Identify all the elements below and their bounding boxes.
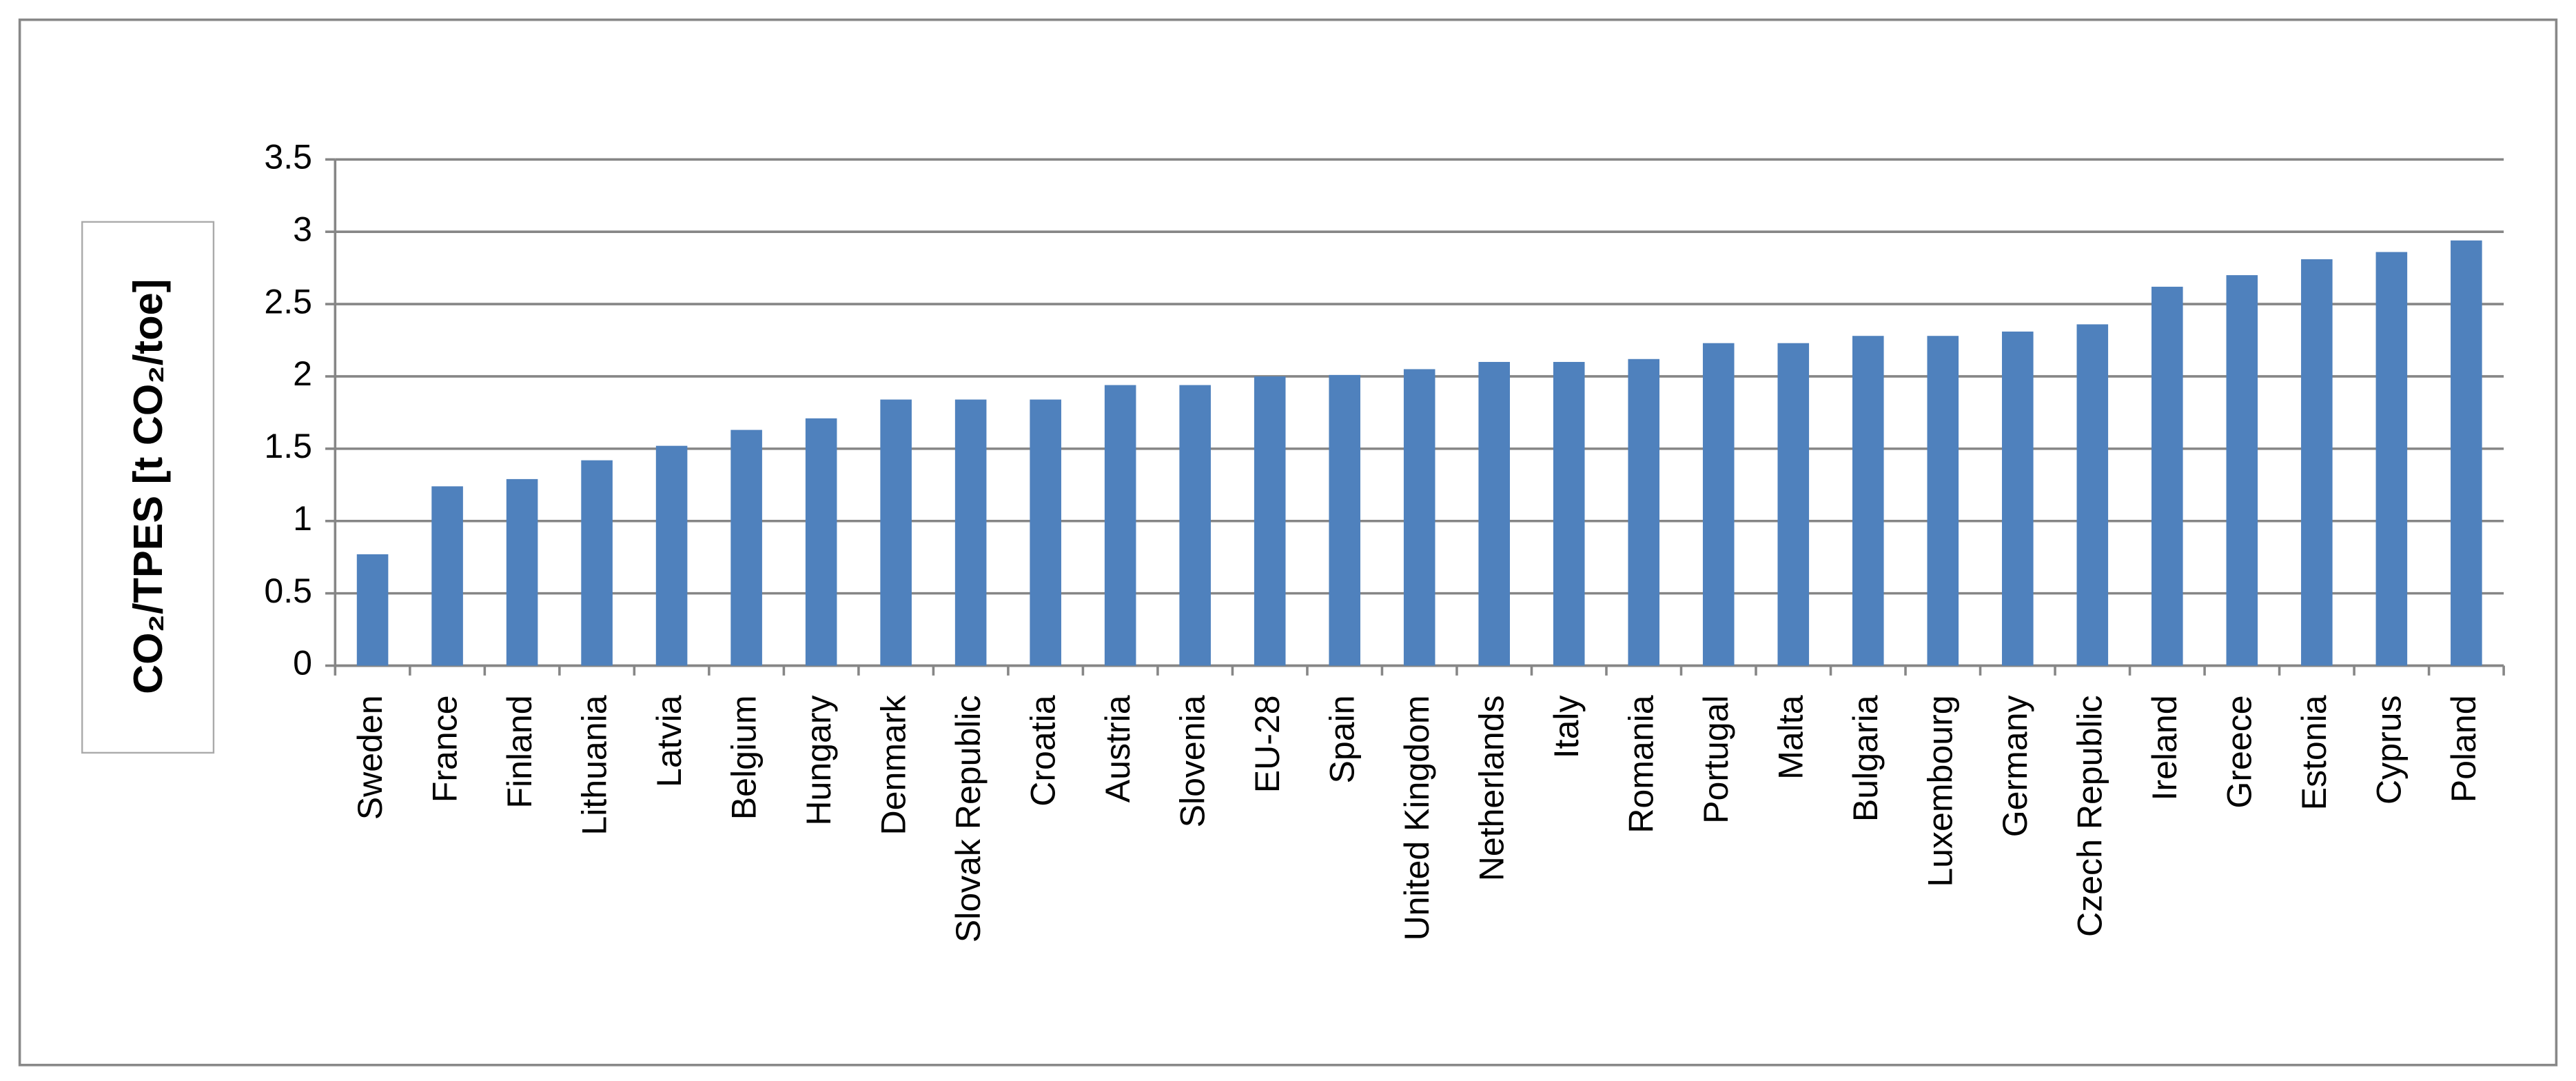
y-tick-label: 2 (293, 354, 312, 393)
bar (730, 430, 762, 666)
y-tick-label: 1.5 (264, 427, 312, 465)
x-tick-label: Cyprus (2370, 695, 2409, 805)
bar (506, 478, 538, 666)
x-tick-label: Finland (500, 695, 539, 808)
bar (1628, 358, 1660, 666)
bar (581, 460, 613, 666)
y-tick-label: 0 (293, 644, 312, 683)
bar (1702, 343, 1735, 666)
bar (1030, 399, 1061, 666)
x-tick-label: Portugal (1697, 695, 1735, 823)
bar (1329, 374, 1360, 666)
bar (655, 445, 688, 666)
x-tick-label: Slovenia (1173, 695, 1212, 827)
bar (2076, 324, 2109, 666)
x-tick-label: Denmark (874, 694, 912, 835)
bar (880, 399, 912, 666)
x-tick-label: Belgium (724, 695, 763, 820)
x-tick-label: Netherlands (1472, 695, 1511, 881)
y-axis-label: CO₂/TPES [t CO₂/toe] (125, 279, 171, 694)
bar (356, 554, 389, 666)
x-tick-label: Estonia (2295, 695, 2333, 810)
x-tick-label: Germany (1996, 695, 2034, 837)
x-tick-label: Slovak Republic (949, 695, 988, 942)
bar (431, 486, 463, 666)
bar (1104, 385, 1136, 666)
y-tick-label: 1 (293, 499, 312, 538)
bar (1852, 336, 1884, 666)
bar (1777, 343, 1810, 666)
y-tick-label: 0.5 (264, 572, 312, 610)
x-tick-label: Italy (1547, 695, 1586, 758)
bar (2151, 286, 2183, 666)
bar (1478, 361, 1511, 666)
bar (805, 418, 837, 666)
bar (954, 399, 987, 666)
bar (1179, 385, 1211, 666)
x-tick-label: Lithuania (575, 695, 613, 835)
bar (1927, 336, 1959, 666)
x-tick-label: Bulgaria (1846, 695, 1885, 822)
x-tick-label: Romania (1622, 695, 1660, 833)
x-tick-label: Hungary (799, 695, 838, 825)
bar (2002, 331, 2034, 666)
bar (2226, 275, 2258, 666)
y-tick-label: 2.5 (264, 282, 312, 321)
x-tick-label: Poland (2444, 695, 2483, 802)
x-tick-label: Austria (1098, 695, 1137, 802)
x-tick-label: Czech Republic (2071, 695, 2109, 937)
y-label-box (81, 221, 215, 754)
x-tick-label: United Kingdom (1398, 695, 1436, 940)
y-tick-label: 3 (293, 210, 312, 248)
bar (2375, 252, 2408, 666)
x-tick-label: EU-28 (1248, 695, 1287, 793)
bar (2451, 240, 2482, 666)
x-tick-label: Ireland (2145, 695, 2184, 800)
x-tick-label: France (425, 695, 464, 802)
x-tick-label: Spain (1322, 695, 1361, 783)
x-tick-label: Latvia (650, 695, 688, 787)
bar (2301, 259, 2333, 666)
x-tick-label: Luxembourg (1921, 695, 1960, 887)
x-tick-label: Croatia (1023, 695, 1062, 806)
x-tick-label: Greece (2220, 695, 2259, 808)
bar (1553, 361, 1585, 666)
x-tick-label: Sweden (351, 695, 389, 820)
y-tick-label: 3.5 (264, 138, 312, 176)
bar (1254, 376, 1286, 666)
bar (1403, 369, 1435, 666)
x-tick-label: Malta (1771, 695, 1810, 780)
